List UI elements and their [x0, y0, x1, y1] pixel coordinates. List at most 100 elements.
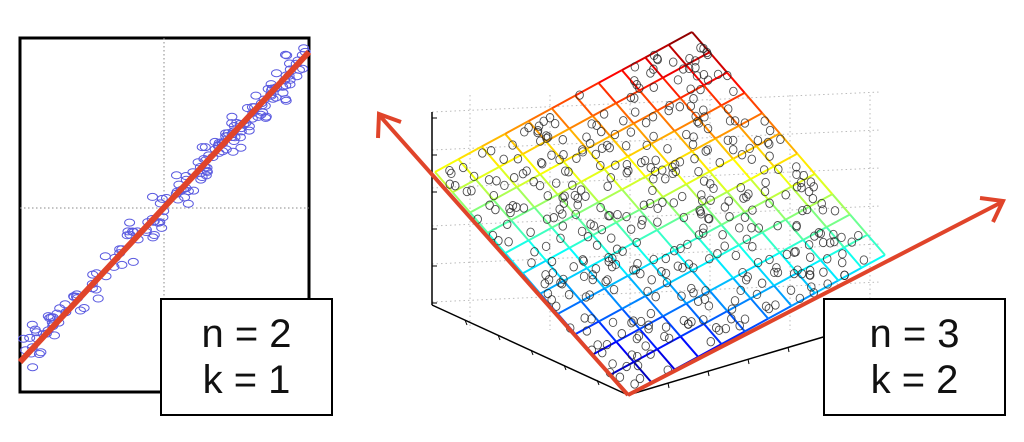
data-point — [741, 275, 751, 285]
data-point — [646, 349, 655, 359]
grid-line — [431, 129, 881, 151]
y-axis — [627, 334, 831, 396]
data-point — [641, 341, 650, 351]
data-point — [686, 84, 695, 94]
mesh-line — [743, 92, 763, 114]
data-point — [745, 143, 754, 154]
mesh-line — [866, 234, 886, 256]
mesh-line — [796, 152, 816, 175]
data-point — [760, 186, 770, 197]
mesh-line — [451, 191, 471, 214]
data-point — [663, 144, 672, 154]
mesh-line — [714, 137, 734, 160]
data-point — [724, 196, 733, 206]
data-point — [649, 174, 658, 184]
data-point — [822, 254, 832, 264]
mesh-line — [516, 186, 536, 209]
data-point — [765, 198, 774, 208]
label-box-left: n = 2 k = 1 — [160, 298, 333, 416]
mesh-line — [679, 97, 699, 119]
mesh-line — [574, 320, 600, 336]
data-point — [639, 200, 649, 210]
mesh-line — [650, 143, 670, 165]
data-point — [499, 154, 508, 164]
data-point — [596, 160, 605, 171]
data-point — [506, 207, 515, 218]
data-point — [127, 257, 139, 266]
data-point — [810, 231, 819, 241]
mesh-line — [861, 254, 886, 269]
data-point — [847, 237, 857, 247]
data-point — [694, 118, 704, 128]
grid-line — [431, 281, 881, 303]
mesh-line — [621, 56, 646, 72]
mesh-line — [568, 127, 588, 150]
x-axis — [431, 304, 629, 396]
data-point — [693, 116, 702, 127]
mesh-line — [603, 287, 623, 310]
mesh-line — [486, 232, 506, 254]
mesh-line — [674, 236, 699, 252]
mesh-line — [685, 183, 705, 206]
data-point — [685, 53, 694, 64]
mesh-line — [644, 43, 670, 59]
mesh-line — [778, 132, 799, 155]
data-point — [255, 110, 267, 119]
mesh-line — [580, 168, 605, 183]
data-point — [753, 135, 763, 146]
data-point — [661, 322, 671, 332]
data-point — [581, 292, 591, 302]
data-point — [513, 154, 523, 164]
data-point — [817, 198, 826, 209]
data-point — [790, 247, 799, 257]
data-point — [558, 209, 567, 219]
mesh-line — [621, 295, 646, 310]
mesh-line — [457, 158, 477, 181]
data-point — [201, 167, 213, 176]
mesh-line — [580, 300, 600, 323]
data-point — [297, 64, 309, 73]
data-point — [638, 215, 647, 225]
data-point — [675, 102, 685, 112]
mesh-line — [685, 170, 711, 186]
data-point — [536, 157, 546, 168]
data-point — [605, 143, 614, 153]
data-point — [765, 125, 775, 136]
mesh-line — [615, 328, 641, 343]
x-tick — [530, 349, 534, 356]
data-point — [761, 301, 771, 311]
data-point — [561, 166, 570, 176]
data-point — [543, 132, 553, 142]
mesh-line — [819, 259, 840, 282]
mesh-line — [755, 145, 775, 168]
data-point — [235, 143, 247, 152]
data-point — [622, 211, 631, 222]
data-point — [772, 263, 781, 273]
mesh-line — [773, 165, 793, 188]
data-point — [651, 292, 660, 302]
data-point — [782, 249, 792, 260]
data-point — [723, 70, 732, 81]
mesh-line — [703, 203, 723, 226]
data-point — [689, 94, 698, 104]
data-point — [804, 186, 814, 197]
data-point — [545, 113, 555, 123]
mesh-line — [504, 133, 524, 155]
data-point — [602, 140, 612, 151]
mesh-line — [726, 178, 752, 193]
mesh-line — [481, 132, 506, 148]
data-point — [677, 191, 687, 202]
mesh-line — [627, 155, 647, 178]
data-point — [488, 230, 498, 241]
data-point — [830, 206, 840, 216]
mesh-line — [662, 315, 682, 338]
data-point — [781, 190, 790, 200]
mesh-line — [627, 275, 647, 297]
data-point — [580, 313, 589, 323]
mesh-line — [849, 213, 869, 236]
data-point — [578, 147, 588, 157]
data-point — [188, 186, 200, 195]
data-point — [804, 240, 814, 250]
mesh-line — [615, 221, 635, 244]
data-point — [291, 72, 303, 81]
